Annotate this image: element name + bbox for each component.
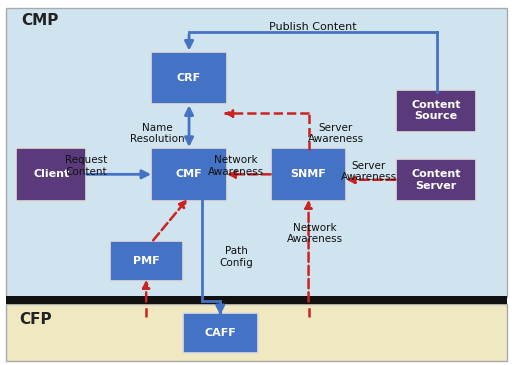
FancyBboxPatch shape <box>152 51 227 104</box>
Text: Name
Resolution: Name Resolution <box>130 123 185 144</box>
FancyBboxPatch shape <box>395 90 476 132</box>
FancyBboxPatch shape <box>395 159 476 201</box>
FancyBboxPatch shape <box>16 148 86 201</box>
Text: Request
Content: Request Content <box>65 155 107 177</box>
Text: Content
Server: Content Server <box>411 169 461 191</box>
Text: CAFF: CAFF <box>204 328 236 338</box>
Text: Network
Awareness: Network Awareness <box>287 223 343 244</box>
FancyBboxPatch shape <box>6 296 507 304</box>
FancyBboxPatch shape <box>110 241 182 281</box>
FancyBboxPatch shape <box>6 304 507 361</box>
Text: Network
Awareness: Network Awareness <box>207 155 264 177</box>
Text: Client: Client <box>33 169 69 179</box>
Text: Server
Awareness: Server Awareness <box>341 161 396 182</box>
Text: CMP: CMP <box>21 14 59 28</box>
FancyBboxPatch shape <box>271 148 346 201</box>
FancyBboxPatch shape <box>152 148 227 201</box>
Text: PMF: PMF <box>133 255 159 266</box>
Text: Content
Source: Content Source <box>411 100 461 122</box>
Text: Server
Awareness: Server Awareness <box>308 123 364 144</box>
Text: Publish Content: Publish Content <box>269 22 356 32</box>
Text: CMF: CMF <box>176 169 202 179</box>
Text: SNMF: SNMF <box>291 169 327 179</box>
FancyBboxPatch shape <box>182 314 258 353</box>
Text: CRF: CRF <box>177 73 201 83</box>
FancyBboxPatch shape <box>6 8 507 297</box>
Text: CFP: CFP <box>19 312 52 327</box>
Text: Path
Config: Path Config <box>219 246 253 268</box>
